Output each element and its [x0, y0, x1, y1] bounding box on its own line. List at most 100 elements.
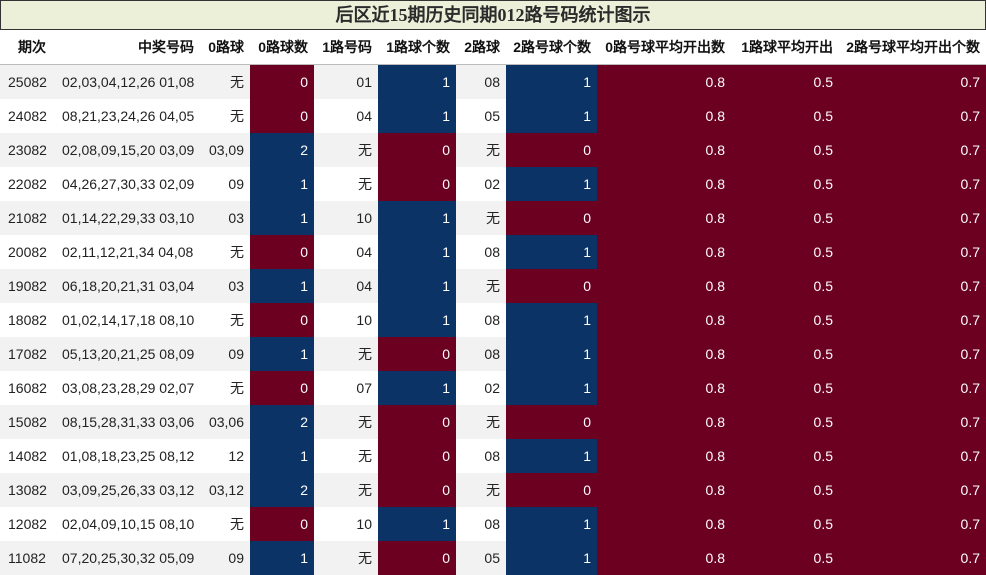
cell-route2-balls: 08 — [456, 64, 506, 99]
header-route2-balls: 2路球 — [456, 30, 506, 65]
table-row: 24082 08,21,23,24,26 04,05 无 0 04 1 05 1 0.8 0.5 0… — [0, 99, 986, 133]
cell-period: 22082 — [0, 167, 54, 201]
cell-route1-numbers: 01 — [314, 64, 378, 99]
cell-route1-average: 0.5 — [731, 405, 839, 439]
cell-route0-average: 0.8 — [597, 371, 731, 405]
cell-route2-count: 1 — [506, 99, 597, 133]
cell-route1-average: 0.5 — [731, 371, 839, 405]
cell-winning-numbers: 02,03,04,12,26 01,08 — [54, 64, 200, 99]
cell-route2-count: 0 — [506, 133, 597, 167]
table-row: 21082 01,14,22,29,33 03,10 03 1 10 1 无 0 0.8 0.5 0… — [0, 201, 986, 235]
cell-route0-balls: 无 — [200, 371, 250, 405]
cell-route2-count: 1 — [506, 507, 597, 541]
cell-route0-balls: 无 — [200, 507, 250, 541]
cell-route0-average: 0.8 — [597, 303, 731, 337]
cell-route0-average: 0.8 — [597, 133, 731, 167]
cell-route0-average: 0.8 — [597, 541, 731, 575]
table-row: 19082 06,18,20,21,31 03,04 03 1 04 1 无 0 0.8 0.5 0… — [0, 269, 986, 303]
cell-route1-average: 0.5 — [731, 99, 839, 133]
cell-route0-balls: 无 — [200, 64, 250, 99]
cell-route1-numbers: 07 — [314, 371, 378, 405]
cell-route2-count: 0 — [506, 269, 597, 303]
cell-route0-average: 0.8 — [597, 337, 731, 371]
cell-route2-average: 0.7 — [839, 235, 986, 269]
cell-route1-count: 1 — [378, 99, 456, 133]
cell-route1-numbers: 10 — [314, 507, 378, 541]
cell-route2-count: 0 — [506, 473, 597, 507]
cell-winning-numbers: 03,09,25,26,33 03,12 — [54, 473, 200, 507]
cell-route0-balls: 03 — [200, 201, 250, 235]
cell-route0-count: 0 — [250, 507, 314, 541]
cell-route1-average: 0.5 — [731, 167, 839, 201]
table-row: 12082 02,04,09,10,15 08,10 无 0 10 1 08 1 0.8 0.5 0… — [0, 507, 986, 541]
cell-period: 20082 — [0, 235, 54, 269]
cell-route2-balls: 无 — [456, 269, 506, 303]
cell-route2-average: 0.7 — [839, 303, 986, 337]
cell-winning-numbers: 06,18,20,21,31 03,04 — [54, 269, 200, 303]
cell-route2-average: 0.7 — [839, 439, 986, 473]
cell-route2-average: 0.7 — [839, 64, 986, 99]
cell-route2-count: 1 — [506, 64, 597, 99]
cell-route2-balls: 02 — [456, 167, 506, 201]
cell-route0-average: 0.8 — [597, 439, 731, 473]
cell-period: 19082 — [0, 269, 54, 303]
cell-route1-numbers: 无 — [314, 541, 378, 575]
cell-route1-count: 1 — [378, 64, 456, 99]
cell-route0-balls: 无 — [200, 235, 250, 269]
cell-route2-average: 0.7 — [839, 99, 986, 133]
cell-route0-balls: 09 — [200, 337, 250, 371]
cell-route0-count: 0 — [250, 64, 314, 99]
cell-route2-average: 0.7 — [839, 269, 986, 303]
cell-route0-average: 0.8 — [597, 167, 731, 201]
table-row: 18082 01,02,14,17,18 08,10 无 0 10 1 08 1 0.8 0.5 0… — [0, 303, 986, 337]
cell-winning-numbers: 01,08,18,23,25 08,12 — [54, 439, 200, 473]
header-route2-average: 2路号球平均开出个数 — [839, 30, 986, 65]
cell-route2-count: 0 — [506, 405, 597, 439]
cell-route0-balls: 12 — [200, 439, 250, 473]
table-row: 13082 03,09,25,26,33 03,12 03,12 2 无 0 无 0 0.8 0.… — [0, 473, 986, 507]
chart-title: 后区近15期历史同期012路号码统计图示 — [0, 0, 986, 30]
cell-route1-average: 0.5 — [731, 541, 839, 575]
cell-route1-numbers: 无 — [314, 473, 378, 507]
cell-winning-numbers: 02,11,12,21,34 04,08 — [54, 235, 200, 269]
cell-route2-balls: 08 — [456, 507, 506, 541]
cell-route1-count: 1 — [378, 507, 456, 541]
header-route2-count: 2路号球个数 — [506, 30, 597, 65]
cell-route0-balls: 03,09 — [200, 133, 250, 167]
cell-winning-numbers: 02,04,09,10,15 08,10 — [54, 507, 200, 541]
cell-period: 17082 — [0, 337, 54, 371]
cell-period: 11082 — [0, 541, 54, 575]
cell-route2-balls: 08 — [456, 303, 506, 337]
table-row: 11082 07,20,25,30,32 05,09 09 1 无 0 05 1 0.8 0.5 0… — [0, 541, 986, 575]
cell-route2-balls: 无 — [456, 133, 506, 167]
table-row: 16082 03,08,23,28,29 02,07 无 0 07 1 02 1 0.8 0.5 0… — [0, 371, 986, 405]
cell-winning-numbers: 08,15,28,31,33 03,06 — [54, 405, 200, 439]
cell-period: 16082 — [0, 371, 54, 405]
cell-route0-average: 0.8 — [597, 64, 731, 99]
cell-route1-average: 0.5 — [731, 64, 839, 99]
cell-winning-numbers: 01,02,14,17,18 08,10 — [54, 303, 200, 337]
cell-winning-numbers: 04,26,27,30,33 02,09 — [54, 167, 200, 201]
cell-route0-balls: 无 — [200, 303, 250, 337]
cell-route1-average: 0.5 — [731, 235, 839, 269]
cell-route2-count: 1 — [506, 371, 597, 405]
cell-route2-balls: 08 — [456, 337, 506, 371]
cell-route2-average: 0.7 — [839, 507, 986, 541]
cell-route1-numbers: 无 — [314, 337, 378, 371]
cell-route2-average: 0.7 — [839, 541, 986, 575]
cell-route2-average: 0.7 — [839, 133, 986, 167]
cell-route2-balls: 08 — [456, 235, 506, 269]
cell-route1-average: 0.5 — [731, 201, 839, 235]
cell-route2-count: 1 — [506, 337, 597, 371]
table-body: 25082 02,03,04,12,26 01,08 无 0 01 1 08 1 0.8 0.5 0… — [0, 64, 986, 575]
cell-period: 14082 — [0, 439, 54, 473]
cell-route1-numbers: 10 — [314, 303, 378, 337]
header-route0-count: 0路球数 — [250, 30, 314, 65]
cell-route0-count: 2 — [250, 133, 314, 167]
cell-route2-balls: 无 — [456, 201, 506, 235]
cell-route1-count: 0 — [378, 541, 456, 575]
cell-winning-numbers: 08,21,23,24,26 04,05 — [54, 99, 200, 133]
cell-route2-count: 0 — [506, 201, 597, 235]
cell-route1-count: 1 — [378, 235, 456, 269]
cell-route2-count: 1 — [506, 167, 597, 201]
